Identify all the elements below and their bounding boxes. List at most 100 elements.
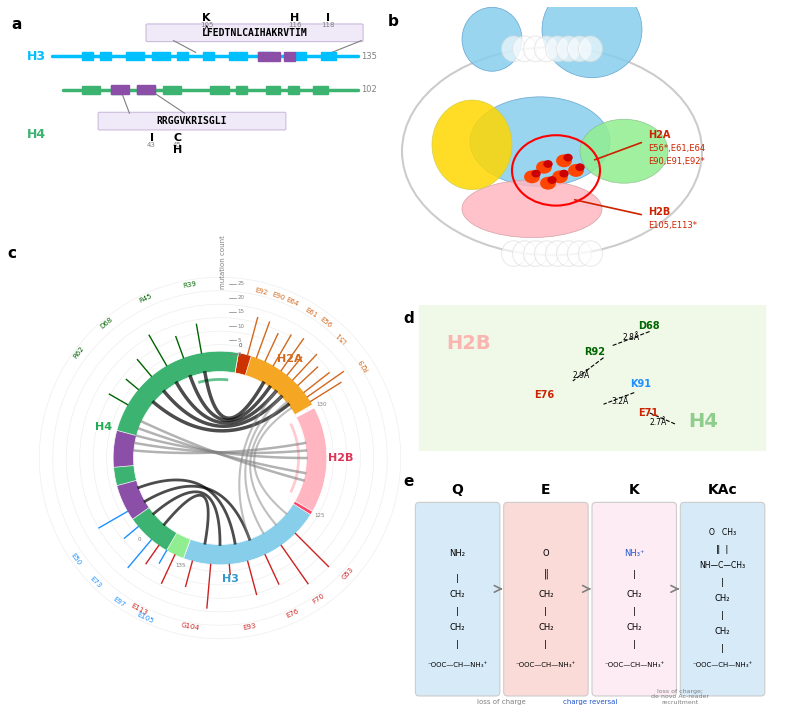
Text: E73: E73 xyxy=(89,576,102,590)
Text: |: | xyxy=(456,574,459,582)
Ellipse shape xyxy=(578,241,602,266)
Ellipse shape xyxy=(523,241,547,266)
Polygon shape xyxy=(235,353,251,375)
Text: E90: E90 xyxy=(271,292,286,302)
Text: O   CH₃: O CH₃ xyxy=(709,529,736,537)
Text: KAc: KAc xyxy=(708,483,738,497)
Bar xyxy=(203,52,214,60)
Text: H2A: H2A xyxy=(648,130,670,140)
Text: mutation count: mutation count xyxy=(220,235,226,289)
Text: 0: 0 xyxy=(238,342,242,348)
Ellipse shape xyxy=(542,0,642,78)
Ellipse shape xyxy=(513,241,537,266)
Text: K: K xyxy=(202,13,211,23)
Text: charge reversal: charge reversal xyxy=(563,699,618,705)
Ellipse shape xyxy=(580,119,668,183)
Text: loss of charge;
de novo Ac-reader
recruitment: loss of charge; de novo Ac-reader recrui… xyxy=(651,688,710,705)
Text: R45: R45 xyxy=(138,293,153,304)
Ellipse shape xyxy=(523,36,547,62)
Text: 116: 116 xyxy=(288,22,302,28)
Circle shape xyxy=(544,161,552,167)
Text: 45: 45 xyxy=(173,142,182,148)
Bar xyxy=(258,52,280,60)
Bar xyxy=(314,86,328,94)
Ellipse shape xyxy=(470,97,610,186)
FancyBboxPatch shape xyxy=(504,502,588,696)
Text: ‖: ‖ xyxy=(543,569,548,579)
Text: NH₃⁺: NH₃⁺ xyxy=(624,549,645,558)
Text: H2A: H2A xyxy=(277,354,302,364)
Bar xyxy=(82,52,93,60)
Text: E61: E61 xyxy=(304,306,318,318)
Text: 125: 125 xyxy=(314,513,325,518)
Text: H2B: H2B xyxy=(328,453,354,463)
Circle shape xyxy=(532,170,540,177)
Text: ⁻OOC—CH—NH₃⁺: ⁻OOC—CH—NH₃⁺ xyxy=(693,662,753,668)
Ellipse shape xyxy=(557,241,581,266)
Bar xyxy=(111,86,122,94)
Text: 20: 20 xyxy=(238,295,244,300)
Text: H: H xyxy=(173,145,182,155)
Text: |: | xyxy=(721,611,724,619)
Ellipse shape xyxy=(567,36,591,62)
Text: CH₂: CH₂ xyxy=(538,590,554,599)
Circle shape xyxy=(537,161,551,173)
Text: |: | xyxy=(721,578,724,587)
Text: a: a xyxy=(12,17,22,32)
Ellipse shape xyxy=(534,36,558,62)
Text: E90,E91,E92*: E90,E91,E92* xyxy=(648,157,705,166)
Bar xyxy=(137,85,155,94)
Text: E64: E64 xyxy=(286,297,300,308)
Bar xyxy=(288,86,298,94)
Text: CH₂: CH₂ xyxy=(715,627,730,636)
Text: 0: 0 xyxy=(238,342,242,348)
Circle shape xyxy=(548,177,556,183)
Text: D68: D68 xyxy=(99,316,114,330)
Text: G53: G53 xyxy=(341,566,354,580)
Text: NH—C—CH₃: NH—C—CH₃ xyxy=(699,561,746,570)
Text: 130: 130 xyxy=(316,401,326,406)
Ellipse shape xyxy=(546,241,570,266)
Text: C: C xyxy=(174,133,182,142)
Text: NH₂: NH₂ xyxy=(450,549,466,558)
Text: |: | xyxy=(456,606,459,616)
Polygon shape xyxy=(166,533,190,558)
Text: CH₂: CH₂ xyxy=(450,590,466,599)
Ellipse shape xyxy=(462,7,522,71)
Text: E113: E113 xyxy=(130,603,149,616)
Text: CH₂: CH₂ xyxy=(450,623,466,632)
Text: E76: E76 xyxy=(286,608,300,619)
Text: 2.8Å: 2.8Å xyxy=(622,333,640,342)
Text: F70: F70 xyxy=(311,593,326,605)
Bar xyxy=(137,86,155,94)
FancyBboxPatch shape xyxy=(680,502,765,696)
Text: CH₂: CH₂ xyxy=(715,594,730,603)
Polygon shape xyxy=(295,408,327,511)
Text: 135: 135 xyxy=(175,563,186,569)
Ellipse shape xyxy=(432,100,512,190)
Text: G104: G104 xyxy=(181,622,200,632)
Text: R62: R62 xyxy=(73,345,86,359)
Bar xyxy=(100,52,111,60)
Text: |: | xyxy=(456,640,459,648)
Text: e: e xyxy=(404,473,414,489)
Text: H4: H4 xyxy=(94,422,112,432)
Polygon shape xyxy=(113,430,137,467)
Bar xyxy=(284,52,295,60)
Bar xyxy=(111,85,130,94)
Text: O: O xyxy=(542,549,550,558)
Bar xyxy=(229,52,247,60)
FancyBboxPatch shape xyxy=(415,502,500,696)
FancyBboxPatch shape xyxy=(146,24,363,41)
Ellipse shape xyxy=(578,36,602,62)
Text: ⁻OOC—CH—NH₃⁺: ⁻OOC—CH—NH₃⁺ xyxy=(516,662,576,668)
Text: 118: 118 xyxy=(322,22,335,28)
Text: |: | xyxy=(633,640,636,648)
Text: |: | xyxy=(721,643,724,653)
Ellipse shape xyxy=(402,47,702,255)
Bar xyxy=(162,86,181,94)
Text: E105,E113*: E105,E113* xyxy=(648,221,697,230)
Polygon shape xyxy=(138,513,159,534)
Text: H4: H4 xyxy=(688,412,718,432)
Text: d: d xyxy=(404,311,414,326)
